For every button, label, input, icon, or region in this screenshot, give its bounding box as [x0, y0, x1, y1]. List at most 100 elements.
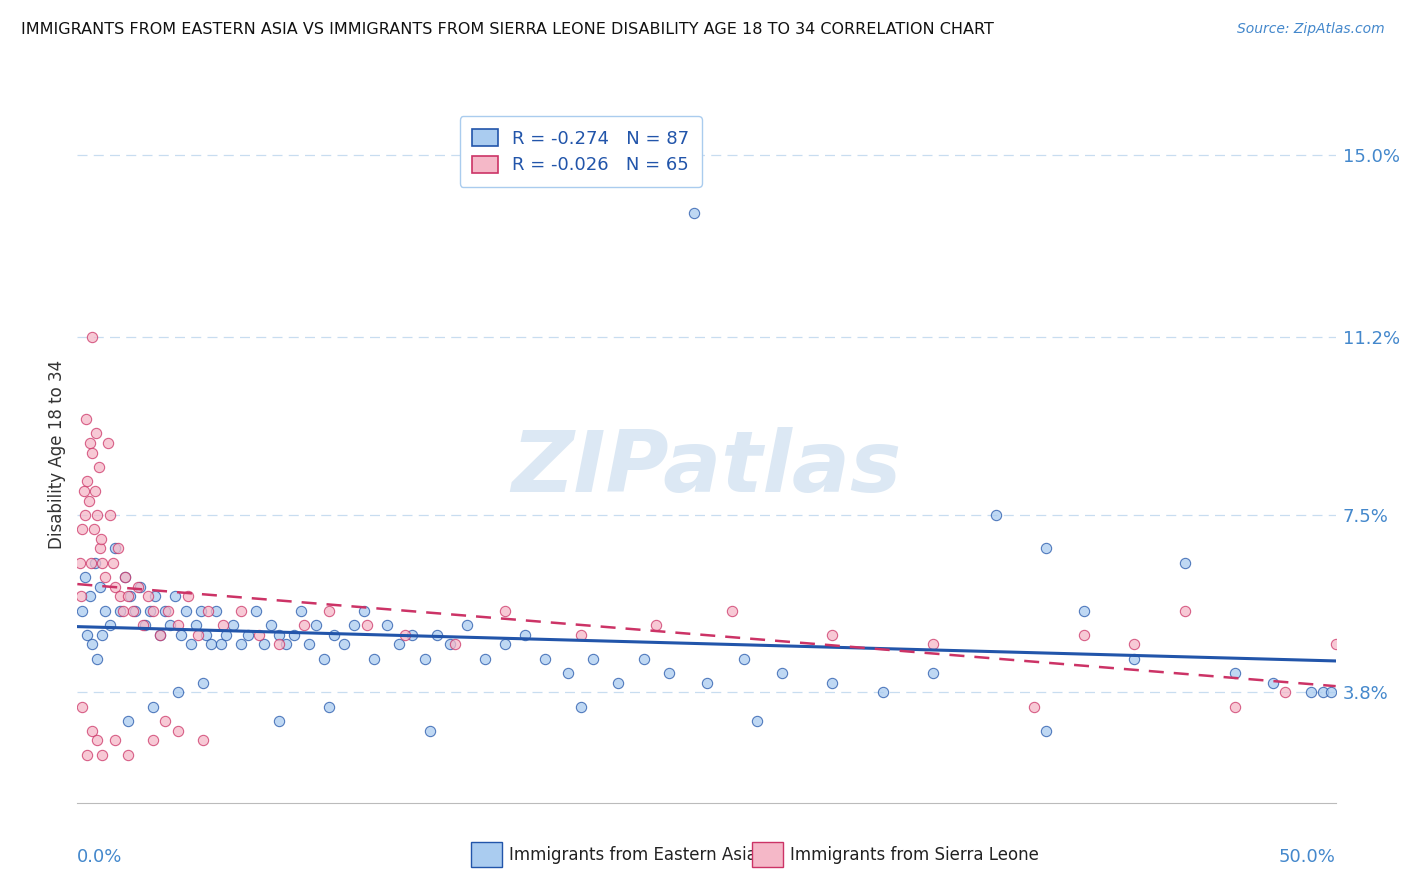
Point — [127, 580, 149, 594]
Point — [419, 723, 441, 738]
Point — [557, 666, 579, 681]
Point — [720, 604, 742, 618]
Point — [215, 628, 238, 642]
Point — [200, 637, 222, 651]
Y-axis label: Disability Age 18 to 34: Disability Age 18 to 34 — [48, 360, 66, 549]
Point — [91, 628, 114, 642]
Point — [333, 637, 356, 651]
Point — [72, 699, 94, 714]
Point — [80, 556, 103, 570]
Point — [194, 628, 217, 642]
Point — [82, 637, 104, 651]
Point — [1299, 685, 1322, 699]
Point — [1123, 652, 1146, 666]
Point — [69, 556, 91, 570]
Point — [84, 426, 107, 441]
Point — [276, 637, 298, 651]
Point — [1350, 685, 1372, 699]
Point — [120, 590, 142, 604]
Point — [104, 733, 127, 747]
Point — [534, 652, 557, 666]
Point — [247, 628, 270, 642]
Point — [222, 618, 245, 632]
Point — [343, 618, 366, 632]
Point — [73, 508, 96, 522]
Point — [136, 590, 159, 604]
Point — [143, 590, 166, 604]
Point — [76, 628, 98, 642]
Point — [107, 541, 129, 556]
Point — [305, 618, 328, 632]
Point — [356, 618, 378, 632]
Point — [108, 590, 131, 604]
Point — [474, 652, 496, 666]
Point — [104, 580, 127, 594]
Point — [494, 637, 516, 651]
Point — [159, 618, 181, 632]
Point — [1274, 685, 1296, 699]
Point — [456, 618, 478, 632]
Point — [124, 604, 146, 618]
Point — [114, 570, 136, 584]
Point — [413, 652, 436, 666]
Point — [89, 580, 111, 594]
Point — [167, 685, 190, 699]
Point — [922, 666, 945, 681]
Point — [252, 637, 274, 651]
Point — [197, 604, 219, 618]
Point — [426, 628, 449, 642]
Point — [86, 508, 108, 522]
Point — [1324, 637, 1347, 651]
Point — [569, 699, 592, 714]
Text: Source: ZipAtlas.com: Source: ZipAtlas.com — [1237, 22, 1385, 37]
Point — [1312, 685, 1334, 699]
Point — [645, 618, 668, 632]
Point — [89, 541, 111, 556]
Point — [1022, 699, 1045, 714]
Point — [76, 475, 98, 489]
Point — [98, 618, 121, 632]
Point — [323, 628, 346, 642]
Point — [290, 604, 312, 618]
Point — [1174, 604, 1197, 618]
Point — [77, 493, 100, 508]
Point — [177, 590, 200, 604]
Point — [1400, 699, 1406, 714]
Point — [190, 604, 212, 618]
Point — [388, 637, 411, 651]
Point — [142, 699, 165, 714]
Point — [101, 556, 124, 570]
Point — [267, 714, 290, 729]
Point — [444, 637, 467, 651]
Point — [167, 723, 190, 738]
Point — [984, 508, 1007, 522]
Point — [318, 699, 340, 714]
Point — [229, 604, 252, 618]
Point — [87, 459, 110, 474]
Point — [108, 604, 131, 618]
Point — [733, 652, 755, 666]
Point — [1223, 699, 1246, 714]
Point — [494, 604, 516, 618]
Point — [1319, 685, 1341, 699]
Point — [1035, 723, 1057, 738]
Point — [70, 590, 93, 604]
Point — [229, 637, 252, 651]
Point — [312, 652, 335, 666]
Point — [184, 618, 207, 632]
Point — [872, 685, 894, 699]
Point — [267, 637, 290, 651]
Point — [238, 628, 260, 642]
Point — [84, 483, 107, 498]
Point — [156, 604, 179, 618]
Point — [167, 618, 190, 632]
Point — [607, 676, 630, 690]
Point — [375, 618, 398, 632]
Point — [283, 628, 305, 642]
Point — [658, 666, 681, 681]
Point — [79, 436, 101, 450]
Point — [1123, 637, 1146, 651]
Point — [83, 522, 105, 536]
Point — [1174, 556, 1197, 570]
Point — [204, 604, 226, 618]
